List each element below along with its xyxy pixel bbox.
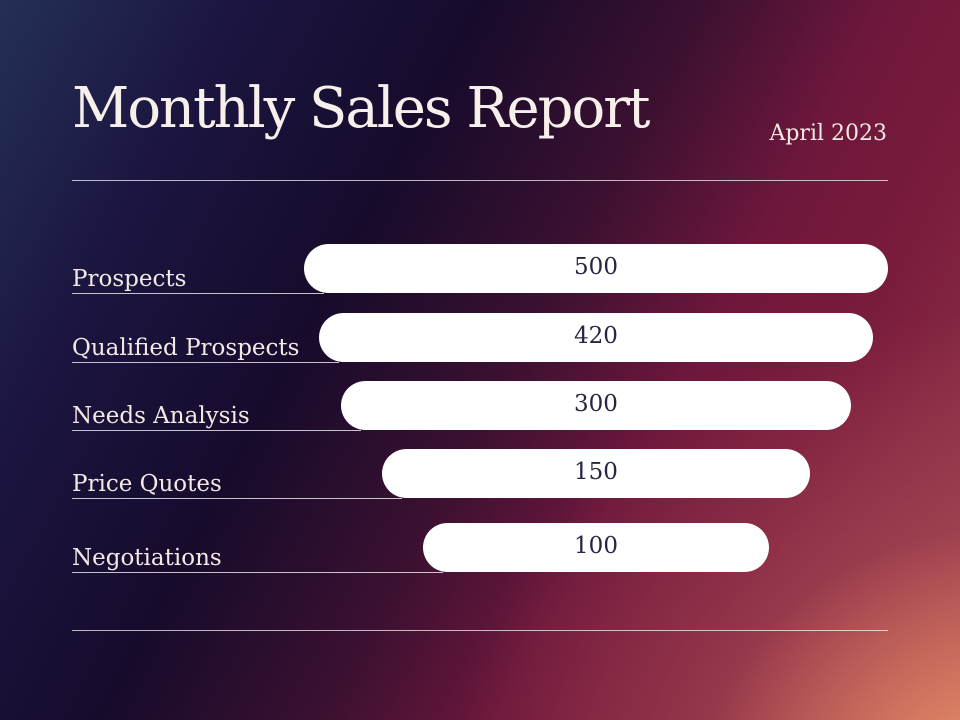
funnel-bar-needs-analysis: 300 (340, 381, 852, 430)
row-underline (72, 572, 443, 573)
bar-value-label: 300 (574, 390, 618, 417)
funnel-row-prospects: Prospects 500 (72, 244, 888, 294)
row-underline (72, 430, 361, 431)
bottom-divider (72, 630, 888, 631)
category-label-needs-analysis: Needs Analysis (72, 403, 250, 429)
funnel-row-price-quotes: Price Quotes 150 (72, 449, 888, 499)
bar-value-label: 100 (574, 532, 618, 559)
row-underline (72, 498, 402, 499)
funnel-bar-prospects: 500 (304, 244, 888, 293)
report-date: April 2023 (769, 121, 887, 146)
funnel-row-negotiations: Negotiations 100 (72, 523, 888, 573)
bar-value-label: 420 (574, 322, 618, 349)
category-label-price-quotes: Price Quotes (72, 471, 222, 497)
funnel-row-needs-analysis: Needs Analysis 300 (72, 381, 888, 431)
funnel-row-qualified-prospects: Qualified Prospects 420 (72, 313, 888, 363)
funnel-bar-qualified-prospects: 420 (318, 313, 874, 362)
top-divider (72, 180, 888, 181)
funnel-bar-negotiations: 100 (423, 523, 769, 572)
bar-value-label: 500 (574, 253, 618, 280)
row-underline (72, 362, 339, 363)
category-label-qualified-prospects: Qualified Prospects (72, 335, 300, 361)
page-title: Monthly Sales Report (72, 76, 651, 141)
category-label-negotiations: Negotiations (72, 545, 222, 571)
row-underline (72, 293, 324, 294)
funnel-bar-price-quotes: 150 (381, 449, 811, 498)
category-label-prospects: Prospects (72, 266, 187, 292)
bar-value-label: 150 (574, 458, 618, 485)
